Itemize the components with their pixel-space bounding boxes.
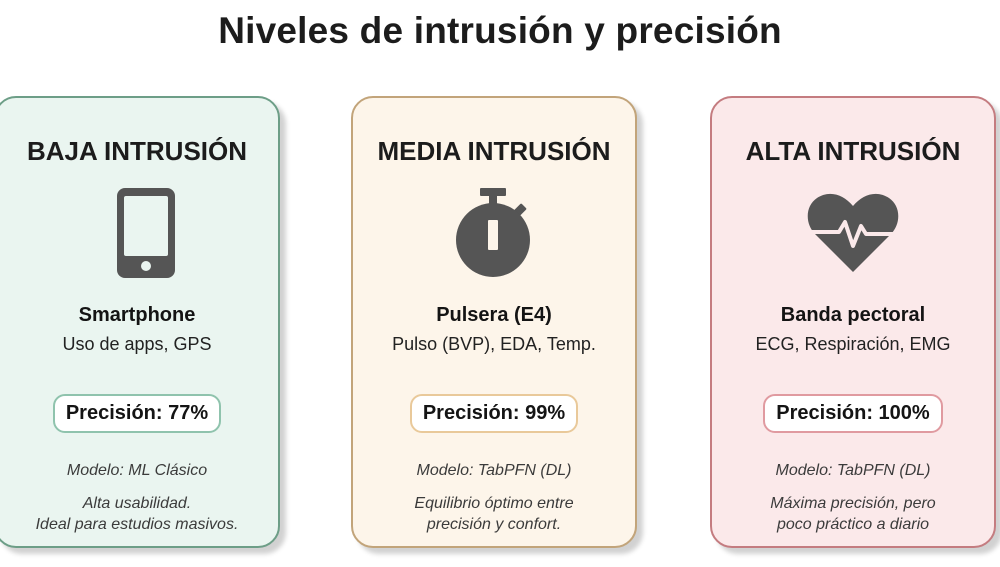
heart-pulse-icon	[807, 193, 899, 272]
device-signals: Pulso (BVP), EDA, Temp.	[392, 334, 596, 354]
card-note: Alta usabilidad. Ideal para estudios mas…	[0, 493, 278, 535]
device-name: Smartphone	[78, 304, 196, 326]
card-low-intrusion: BAJA INTRUSIÓN Smartphone Uso de apps, G…	[0, 96, 280, 548]
note-line: poco práctico a diario	[776, 516, 930, 533]
model-label: Modelo: ML Clásico	[66, 462, 208, 479]
note-line: Máxima precisión, pero	[770, 495, 936, 512]
smartphone-icon	[117, 188, 175, 278]
card-heading: ALTA INTRUSIÓN	[745, 136, 961, 166]
precision-badge: Precisión: 100%	[763, 394, 943, 433]
note-line: Equilibrio óptimo entre	[414, 495, 574, 512]
card-note: Máxima precisión, pero poco práctico a d…	[712, 493, 994, 535]
note-line: precisión y confort.	[426, 516, 562, 533]
card-note: Equilibrio óptimo entre precisión y conf…	[353, 493, 635, 535]
card-high-intrusion: ALTA INTRUSIÓN Banda pectoral ECG, Respi…	[710, 96, 996, 548]
model-label: Modelo: TabPFN (DL)	[416, 462, 572, 479]
page-title: Niveles de intrusión y precisión	[218, 10, 782, 51]
note-line: Ideal para estudios masivos.	[35, 516, 239, 533]
note-line: Alta usabilidad.	[82, 495, 192, 512]
precision-badge: Precisión: 77%	[52, 394, 222, 433]
card-medium-intrusion: MEDIA INTRUSIÓN Pulsera (E4) Pulso (BVP)…	[351, 96, 637, 548]
device-name: Banda pectoral	[780, 304, 926, 326]
stopwatch-icon	[456, 188, 530, 277]
device-signals: Uso de apps, GPS	[62, 334, 212, 354]
device-name: Pulsera (E4)	[436, 304, 552, 326]
model-label: Modelo: TabPFN (DL)	[775, 462, 931, 479]
card-heading: BAJA INTRUSIÓN	[26, 136, 248, 166]
device-signals: ECG, Respiración, EMG	[755, 334, 951, 354]
card-heading: MEDIA INTRUSIÓN	[377, 136, 611, 166]
precision-badge: Precisión: 99%	[409, 394, 579, 433]
